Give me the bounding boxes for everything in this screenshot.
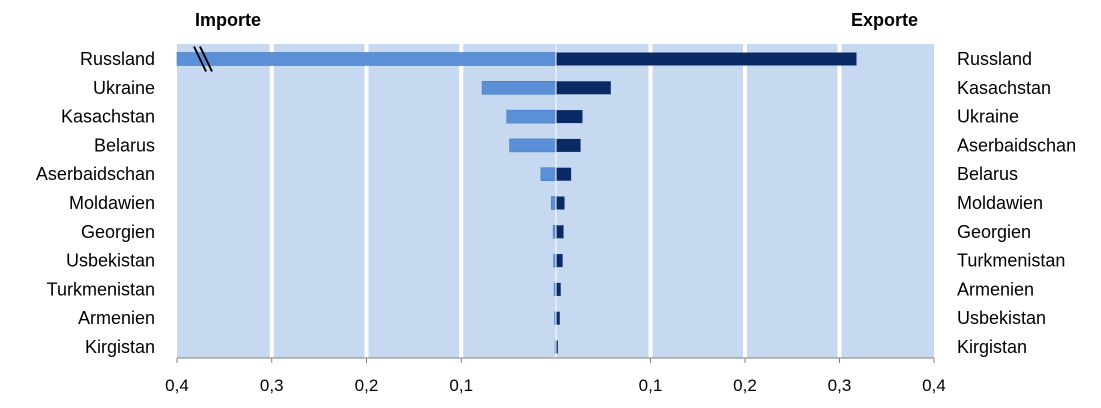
x-tick-label: 0,2 [733, 376, 757, 395]
export-bar [556, 311, 560, 325]
bars [176, 44, 857, 358]
export-category-label: Ukraine [957, 107, 1019, 127]
import-bar [509, 138, 557, 153]
x-tick-label: 0,4 [165, 376, 189, 395]
export-bar [556, 340, 558, 354]
export-bar [556, 196, 565, 210]
export-category-label: Georgien [957, 222, 1031, 242]
axis-break-mark [199, 46, 213, 72]
export-category-label: Kirgistan [957, 337, 1027, 357]
import-category-label: Belarus [94, 135, 155, 155]
x-tick-label: 0,1 [449, 376, 473, 395]
import-bar [540, 167, 557, 181]
import-category-label: Ukraine [93, 78, 155, 98]
x-tick-label: 0,3 [260, 376, 284, 395]
export-bar [556, 167, 572, 181]
import-category-label: Georgien [81, 222, 155, 242]
x-tick-label: 0,1 [639, 376, 663, 395]
export-bar [556, 81, 611, 95]
import-category-label: Armenien [78, 308, 155, 328]
export-bar [556, 282, 561, 296]
export-bar [556, 254, 563, 268]
import-bar [550, 196, 557, 210]
export-bar [556, 138, 581, 152]
import-category-label: Moldawien [69, 193, 155, 213]
x-tick-label: 0,4 [922, 376, 946, 395]
import-category-label: Kasachstan [61, 107, 155, 127]
export-category-label: Kasachstan [957, 78, 1051, 98]
imports-header: Importe [195, 10, 261, 30]
x-tick-label: 0,3 [828, 376, 852, 395]
import-bar [506, 109, 557, 124]
axis-break-mark [193, 46, 207, 72]
import-bar [481, 81, 557, 95]
export-category-label: Turkmenistan [957, 251, 1065, 271]
export-category-label: Usbekistan [957, 308, 1046, 328]
x-tick-label: 0,2 [355, 376, 379, 395]
category-labels: Russland Ukraine Kasachstan Belarus Aserbaid… [36, 49, 1076, 357]
export-category-label: Russland [957, 49, 1032, 69]
export-bar [556, 52, 857, 66]
x-axis-ticks: 0,4 0,3 0,2 0,1 0,1 0,2 0,3 0,4 [165, 358, 946, 395]
import-category-label: Usbekistan [66, 251, 155, 271]
export-category-label: Aserbaidschan [957, 135, 1076, 155]
exports-header: Exporte [851, 10, 918, 30]
export-category-label: Belarus [957, 164, 1018, 184]
export-category-label: Armenien [957, 279, 1034, 299]
import-category-label: Russland [80, 49, 155, 69]
import-category-label: Turkmenistan [47, 279, 155, 299]
import-category-label: Aserbaidschan [36, 164, 155, 184]
export-bar [556, 110, 583, 124]
grid-lines [269, 44, 842, 358]
export-category-label: Moldawien [957, 193, 1043, 213]
import-bar [176, 52, 557, 66]
export-bar [556, 225, 564, 239]
import-category-label: Kirgistan [85, 337, 155, 357]
